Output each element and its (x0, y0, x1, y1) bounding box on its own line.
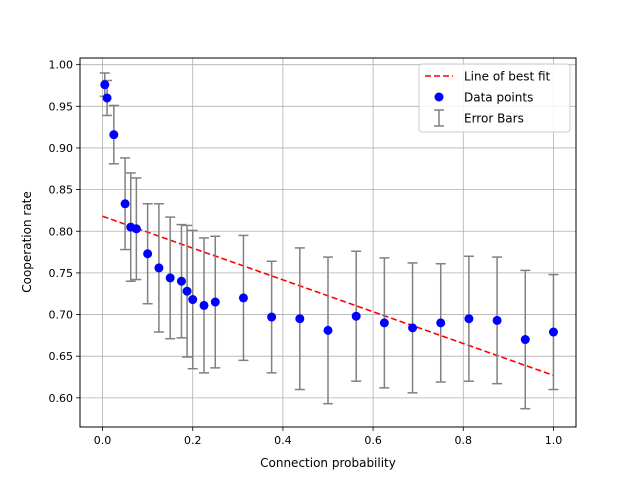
data-point (131, 224, 141, 234)
data-point (464, 314, 474, 324)
data-point (379, 318, 389, 328)
data-point (492, 315, 502, 325)
data-point (548, 327, 558, 337)
y-tick-label: 0.80 (49, 225, 74, 238)
data-point (199, 300, 209, 310)
plot-frame (79, 57, 577, 428)
y-tick-label: 0.60 (49, 392, 74, 405)
data-point (351, 311, 361, 321)
x-axis-ticks: 0.0 0.2 0.4 0.6 0.8 1.0 (94, 427, 562, 447)
data-point (295, 314, 305, 324)
data-point (238, 293, 248, 303)
y-axis-ticks: 0.60 0.65 0.70 0.75 0.80 0.85 0.90 0.95 1.00 (49, 59, 80, 405)
data-point (165, 273, 175, 283)
legend-errorbar-label: Error Bars (464, 112, 524, 126)
data-point (154, 263, 164, 273)
x-tick-label: 0.8 (455, 434, 473, 447)
legend-errorbar-swatch (434, 109, 444, 127)
x-tick-label: 0.6 (364, 434, 382, 447)
x-tick-label: 0.4 (274, 434, 292, 447)
y-axis-label: Cooperation rate (20, 191, 34, 293)
legend-points-swatch (434, 92, 444, 102)
y-tick-label: 0.90 (49, 142, 74, 155)
data-point (210, 297, 220, 307)
data-point (323, 325, 333, 335)
data-point (267, 312, 277, 322)
y-tick-label: 0.75 (49, 267, 74, 280)
data-point-layer (100, 80, 558, 345)
data-point (143, 249, 153, 259)
x-axis-label: Connection probability (260, 456, 396, 470)
y-tick-label: 0.95 (49, 100, 74, 113)
data-point (408, 323, 418, 333)
data-point (436, 318, 446, 328)
y-tick-label: 0.65 (49, 350, 74, 363)
x-tick-label: 1.0 (545, 434, 563, 447)
legend-box (418, 63, 571, 133)
y-tick-label: 0.70 (49, 309, 74, 322)
legend: Line of best fit Data points Error Bars (418, 63, 571, 133)
data-point (100, 80, 110, 90)
data-point (188, 295, 198, 305)
data-point (102, 93, 112, 103)
y-tick-label: 0.85 (49, 184, 74, 197)
data-point (109, 130, 119, 140)
data-point (182, 286, 192, 296)
y-tick-label: 1.00 (49, 59, 74, 72)
legend-points-label: Data points (464, 91, 533, 105)
x-tick-label: 0.0 (94, 434, 112, 447)
x-tick-label: 0.2 (184, 434, 202, 447)
data-point (120, 199, 130, 209)
data-point (176, 276, 186, 286)
data-point (520, 335, 530, 345)
legend-fit-label: Line of best fit (464, 70, 551, 84)
